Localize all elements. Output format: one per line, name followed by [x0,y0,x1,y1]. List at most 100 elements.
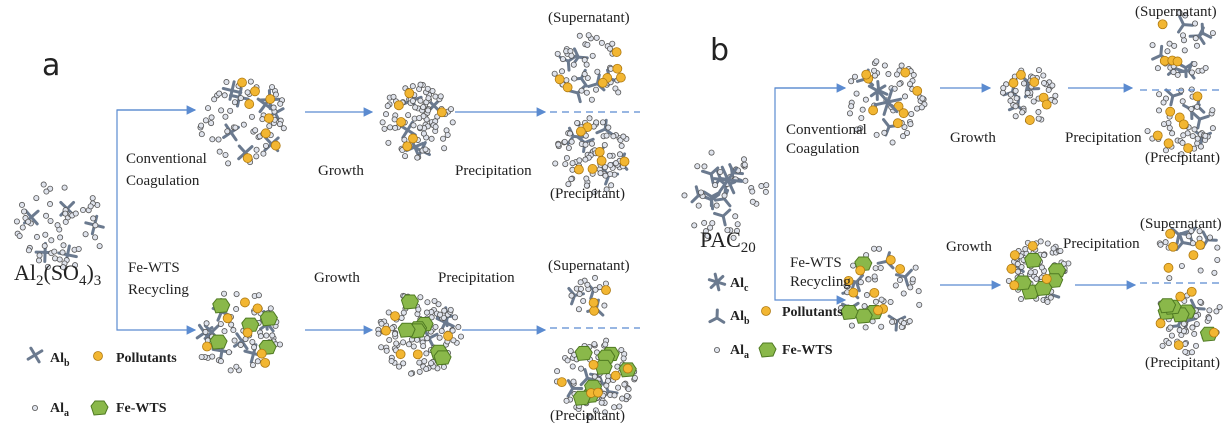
pollutant [896,264,905,273]
al-a [593,87,598,92]
al-a [222,93,227,98]
al-a [1001,85,1006,90]
al-a [572,76,577,81]
pollutant [893,119,902,128]
al-a [913,265,918,270]
al-a [396,364,401,369]
pollutant [1164,139,1173,148]
fe-wts [434,351,451,365]
al-a [584,90,589,95]
al-a [393,125,398,130]
al-a [264,333,269,338]
fe-wts [759,343,776,357]
al-a [248,79,253,84]
al-a [1206,316,1211,321]
al-a [901,321,906,326]
al-a [281,126,286,131]
al-a [570,161,575,166]
al-a [626,387,631,392]
al-a [866,277,871,282]
al-a [1025,90,1030,95]
al-a [424,366,429,371]
al-a [251,345,256,350]
al-a [598,171,603,176]
pollutant [1010,251,1019,260]
al-a [255,359,260,364]
al-a [607,153,612,158]
al-a [418,82,423,87]
al-a [566,145,571,150]
al-a [854,91,859,96]
al-a [225,129,230,134]
al-a [209,121,214,126]
al-a [571,379,576,384]
al-a [380,120,385,125]
pollutant [1007,264,1016,273]
al-a [383,112,388,117]
fe-wts [401,295,418,309]
al-a [425,108,430,113]
fe-wts [260,312,277,326]
al-a [584,62,589,67]
al-a [37,253,42,258]
step-label: Precipitation [438,270,515,286]
al-a [458,334,463,339]
al-a [391,94,396,99]
legend-label: Fe-WTS [782,343,833,358]
al-a [871,68,876,73]
pollutant [1196,240,1205,249]
al-a [1034,276,1039,281]
al-a [425,336,430,341]
al-arm [905,270,911,277]
al-a [589,141,594,146]
al-a [433,94,438,99]
al-a [424,351,429,356]
al-a [612,393,617,398]
pollutant [1193,92,1202,101]
pollutant [620,157,629,166]
al-a [417,360,422,365]
pollutant [623,364,632,373]
al-a [917,302,922,307]
al-a [1161,100,1166,105]
al-a [852,74,857,79]
pollutant [391,312,400,321]
al-a [1183,349,1188,354]
al-a [48,218,53,223]
al-a [253,128,258,133]
al-a [226,350,231,355]
al-a [615,385,620,390]
al-a [452,315,457,320]
al-a [1145,128,1150,133]
al-a [1193,343,1198,348]
formula-part: Al [14,260,36,285]
al-a [58,235,63,240]
al-a [879,324,884,329]
al-a [858,280,863,285]
al-a [43,232,48,237]
al-a [83,232,88,237]
pollutant [602,286,611,295]
al-a [386,140,391,145]
al-a [1192,331,1197,336]
pollutant [597,156,606,165]
al-a [1045,299,1050,304]
al-a [1018,296,1023,301]
al-a [424,310,429,315]
al-arm [597,129,605,133]
al-a [385,103,390,108]
shapes [14,10,1222,420]
al-a [874,59,879,64]
al-a [893,283,898,288]
al-arm [1179,25,1184,32]
al-a [604,133,609,138]
al-a [418,295,423,300]
al-a [849,323,854,328]
al-a [617,152,622,157]
fe-wts [841,305,858,319]
al-arm [245,351,254,353]
pollutant [413,350,422,359]
al-a [584,176,589,181]
al-a [585,42,590,47]
step-label: Growth [314,270,360,286]
